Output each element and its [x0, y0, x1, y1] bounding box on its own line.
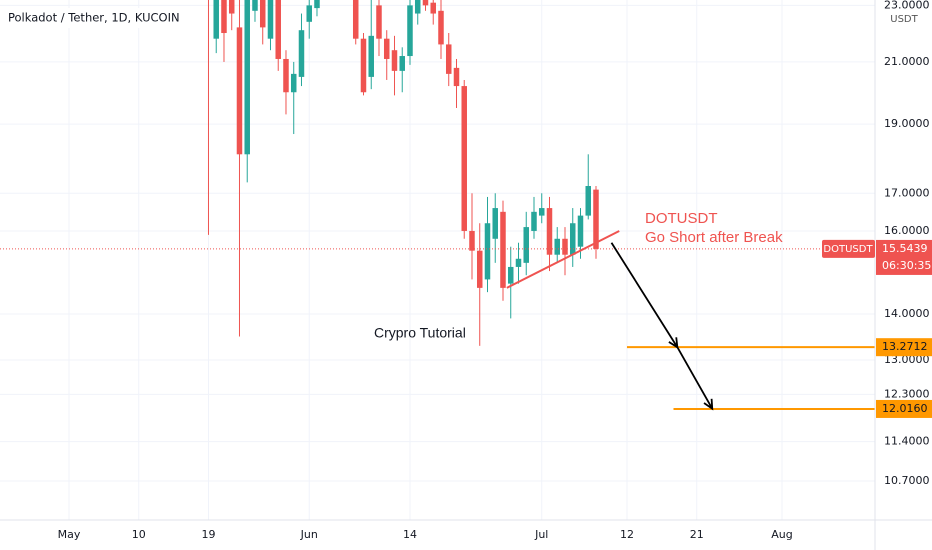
level-tag-label: 12.0160 — [882, 402, 928, 415]
candle-body — [469, 230, 475, 251]
candle-body — [221, 0, 227, 34]
candle-body — [213, 0, 219, 39]
candle-body — [275, 0, 281, 59]
candle-body — [461, 86, 467, 231]
y-tick-label: 13.0000 — [884, 353, 930, 366]
x-tick-label: Jul — [534, 528, 548, 541]
candle-body — [438, 10, 444, 45]
countdown-label: 06:30:35 — [882, 259, 931, 272]
y-tick-label: 14.0000 — [884, 307, 930, 320]
level-tag-label: 13.2712 — [882, 340, 928, 353]
candle-body — [507, 266, 514, 284]
symbol-tag — [822, 239, 875, 258]
candle-body — [298, 30, 305, 77]
annotation: Crypro Tutorial — [374, 325, 466, 341]
candle-body — [414, 0, 421, 14]
y-tick-label: 16.0000 — [884, 224, 930, 237]
candle-body — [383, 38, 390, 59]
grid — [0, 0, 875, 520]
x-tick-label: 21 — [690, 528, 704, 541]
level-tag — [876, 338, 932, 357]
title-bg — [4, 8, 162, 28]
candle-body — [546, 208, 553, 255]
candle-body — [283, 58, 289, 93]
candle-body — [484, 223, 491, 280]
candle-body — [453, 67, 460, 87]
y-tick-label: 21.0000 — [884, 55, 930, 68]
y-unit: USDT — [890, 14, 918, 25]
price-tag-label: 15.5439 — [882, 242, 928, 255]
candle-body — [569, 223, 576, 255]
candle-body — [228, 0, 235, 14]
chart-title: Polkadot / Tether, 1D, KUCOIN — [8, 11, 180, 25]
candle-body — [259, 0, 266, 28]
candle-body — [236, 27, 243, 155]
candle-body — [422, 0, 429, 6]
candle-body — [360, 38, 367, 93]
x-tick-label: 14 — [403, 528, 417, 541]
plot-area — [0, 0, 875, 411]
candle-body — [492, 208, 498, 239]
price-tag — [876, 239, 932, 275]
candle-body — [306, 5, 312, 22]
x-tick-label: Jun — [300, 528, 318, 541]
candle-body — [352, 0, 359, 39]
axes: 23.0000 21.0000 19.0000 17.0000 16.0000 14.00… — [58, 0, 932, 541]
candle-body — [523, 227, 529, 263]
y-tick-label: 17.0000 — [884, 186, 930, 199]
candle-body — [252, 0, 258, 11]
x-tick-label: 10 — [132, 528, 146, 541]
candle-body — [314, 0, 320, 9]
level-tag — [876, 399, 932, 418]
x-tick-label: May — [58, 528, 81, 541]
candle-body — [554, 238, 560, 255]
candle-body — [538, 208, 545, 216]
candle-body — [476, 250, 483, 288]
candle-body — [399, 56, 405, 71]
x-tick-label: 19 — [201, 528, 215, 541]
y-tick-label: 23.0000 — [884, 0, 930, 11]
annotation: DOTUSDT — [645, 210, 718, 227]
candle-body — [430, 2, 436, 14]
candle-body — [593, 189, 599, 249]
candle-body — [562, 238, 568, 255]
candle-body — [376, 5, 382, 39]
candle-body — [267, 0, 274, 39]
annotation: Go Short after Break — [645, 229, 783, 246]
x-tick-label: 12 — [620, 528, 634, 541]
y-tick-label: 11.4000 — [884, 435, 930, 448]
arrow — [610, 242, 679, 349]
candle-body — [244, 0, 250, 155]
candle-body — [290, 73, 297, 93]
arrow — [676, 346, 714, 411]
trendline — [506, 230, 620, 289]
candle-body — [407, 5, 413, 57]
candle-body — [391, 50, 398, 71]
candle-body — [585, 186, 591, 216]
candle-body — [515, 258, 522, 267]
y-tick-label: 19.0000 — [884, 117, 930, 130]
candle-body — [445, 44, 452, 74]
candle-body — [577, 215, 584, 247]
candle-body — [500, 211, 506, 288]
y-tick-label: 10.7000 — [884, 474, 930, 487]
x-tick-label: Aug — [771, 528, 792, 541]
candle-body — [368, 35, 374, 77]
y-tick-label: 12.3000 — [884, 387, 930, 400]
symbol-tag-label: DOTUSDT — [823, 244, 873, 255]
candle-body — [531, 211, 537, 231]
